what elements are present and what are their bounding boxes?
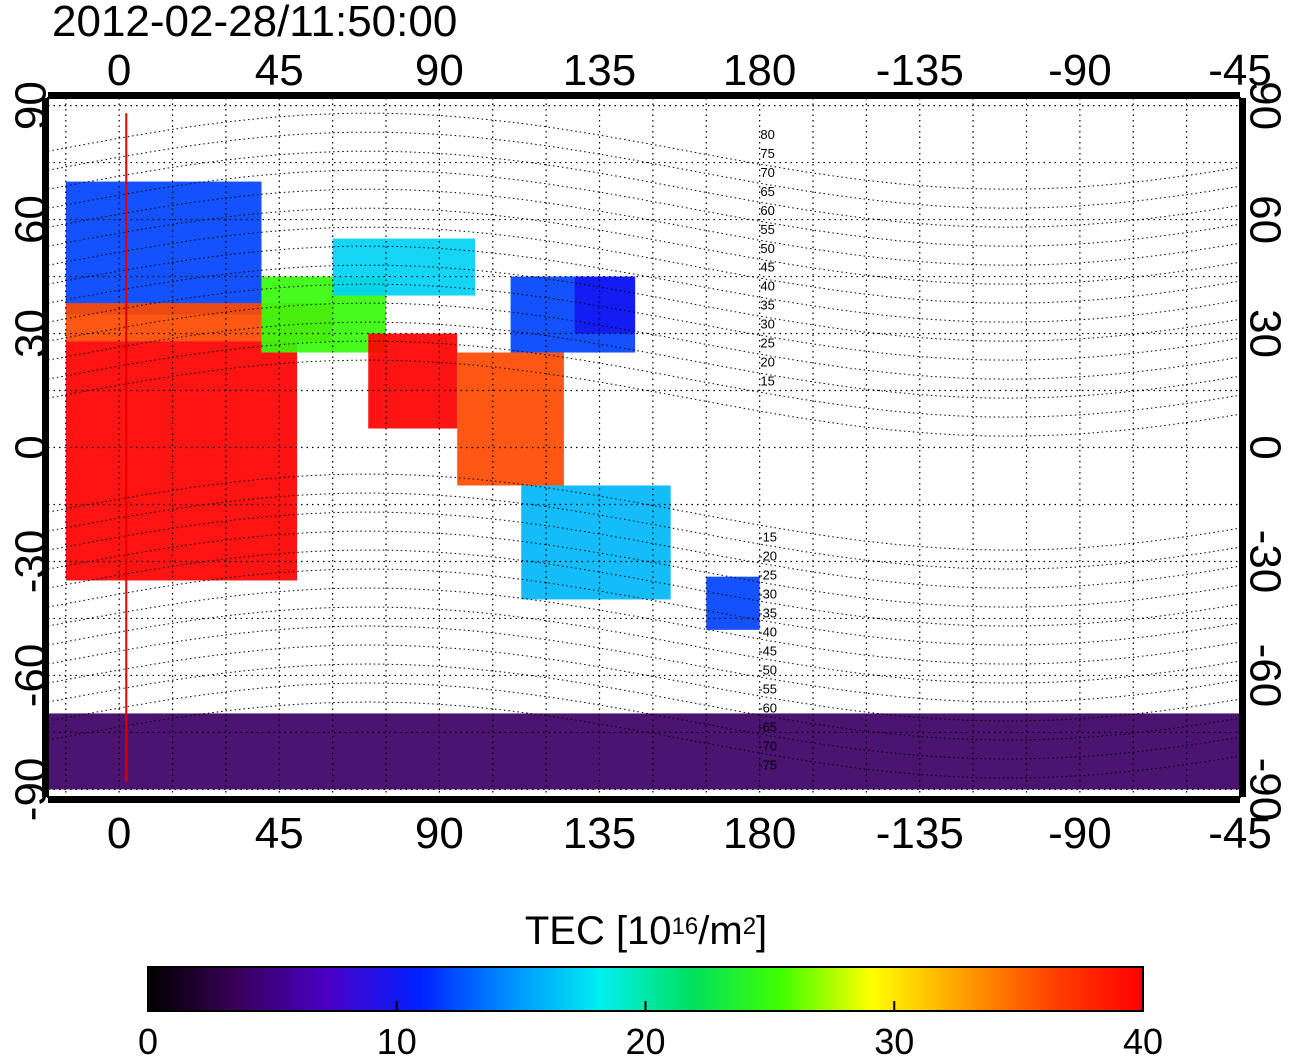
bottom-lon-tick-label: 45 <box>255 809 304 858</box>
magnetic-lat-label: 75 <box>760 146 774 161</box>
top-lon-tick-label: 45 <box>255 46 304 95</box>
top-lon-tick-label: -135 <box>876 46 964 95</box>
magnetic-lat-label: 20 <box>760 355 774 370</box>
left-edge-bar <box>42 98 48 797</box>
bottom-lon-tick-label: 180 <box>723 809 796 858</box>
tec-region-0 <box>65 181 262 315</box>
bottom-lon-tick-label: -90 <box>1048 809 1112 858</box>
magnetic-lat-label: 30 <box>760 317 774 332</box>
magnetic-lat-label: -45 <box>758 643 777 658</box>
bottom-lon-tick-label: -45 <box>1208 809 1272 858</box>
top-lon-tick-label: -45 <box>1208 46 1272 95</box>
top-lon-tick-label: 90 <box>415 46 464 95</box>
magnetic-lat-label: -35 <box>758 605 777 620</box>
tec-region-8 <box>574 276 636 334</box>
colorbar-label-exp2: 2 <box>742 913 757 940</box>
tec-region-4 <box>332 238 475 296</box>
tec-regions <box>48 181 1240 790</box>
colorbar: 0 10 20 30 40 <box>138 966 1163 1057</box>
magnetic-lat-label: 40 <box>760 279 774 294</box>
colorbar-label-mid: /m <box>698 909 743 953</box>
top-lon-tick-label: 135 <box>563 46 636 95</box>
colorbar-tick-label: 10 <box>377 1021 417 1057</box>
magnetic-lat-label: 25 <box>760 336 774 351</box>
left-lat-tick-label: -60 <box>6 644 55 708</box>
map-title: 2012-02-28/11:50:00 <box>52 0 458 46</box>
bottom-edge-bar <box>48 797 1240 803</box>
bottom-lon-tick-label: 135 <box>563 809 636 858</box>
right-lat-tick-label: 0 <box>1241 435 1290 459</box>
magnetic-lat-label: -55 <box>758 681 777 696</box>
left-lat-tick-label: -90 <box>6 758 55 822</box>
left-lat-tick-label: -30 <box>6 530 55 594</box>
magnetic-lat-label: -15 <box>758 529 777 544</box>
right-lat-tick-label: -30 <box>1241 530 1290 594</box>
left-lat-tick-label: 90 <box>6 81 55 130</box>
tec-map: 80 75 70 65 60 55 50 45 40 35 30 25 20 15 -15 -20 -25 -30… <box>6 46 1290 858</box>
colorbar-label: TEC [1016/m2] <box>0 908 1292 954</box>
magnetic-lat-label: 80 <box>760 127 774 142</box>
left-lat-tick-label: 60 <box>6 195 55 244</box>
right-lat-tick-label: 30 <box>1241 309 1290 358</box>
bottom-lon-tick-label: 0 <box>107 809 131 858</box>
magnetic-lat-label: 70 <box>760 165 774 180</box>
colorbar-label-main: TEC [10 <box>524 909 672 953</box>
bottom-lon-tick-label: -135 <box>876 809 964 858</box>
magnetic-lat-label: -60 <box>758 700 777 715</box>
tec-region-5 <box>368 333 458 429</box>
magnetic-lat-label: -30 <box>758 586 777 601</box>
magnetic-lat-label: 45 <box>760 260 774 275</box>
magnetic-lat-label: -65 <box>758 719 777 734</box>
colorbar-tick-label: 40 <box>1123 1021 1163 1057</box>
top-edge-bar <box>48 92 1240 98</box>
tec-region-9 <box>521 485 671 600</box>
colorbar-tick-label: 20 <box>625 1021 665 1057</box>
magnetic-lat-label: -20 <box>758 548 777 563</box>
magnetic-lat-label: -75 <box>758 757 777 772</box>
magnetic-lat-label: 60 <box>760 203 774 218</box>
right-lat-tick-label: 60 <box>1241 195 1290 244</box>
tec-region-2 <box>65 341 298 581</box>
top-lon-tick-label: 0 <box>107 46 131 95</box>
colorbar-tick-label: 30 <box>874 1021 914 1057</box>
colorbar-label-end: ] <box>756 909 768 953</box>
right-lat-tick-label: -60 <box>1241 644 1290 708</box>
left-lat-tick-label: 0 <box>6 435 55 459</box>
magnetic-lat-label: 65 <box>760 184 774 199</box>
right-edge-bar <box>1240 98 1246 797</box>
magnetic-lat-label: -25 <box>758 567 777 582</box>
right-lat-tick-label: -90 <box>1241 758 1290 822</box>
colorbar-tick-label: 0 <box>138 1021 158 1057</box>
magnetic-lat-label: 55 <box>760 222 774 237</box>
left-lat-tick-label: 30 <box>6 309 55 358</box>
magnetic-lat-label: -50 <box>758 662 777 677</box>
colorbar-label-exp1: 16 <box>671 913 699 940</box>
magnetic-lat-label: 35 <box>760 298 774 313</box>
magnetic-labels: 80 75 70 65 60 55 50 45 40 35 30 25 20 15 -15 -20 -25 -30… <box>758 127 777 773</box>
top-lon-tick-label: -90 <box>1048 46 1112 95</box>
magnetic-lat-label: -70 <box>758 738 777 753</box>
magnetic-lat-label: -40 <box>758 624 777 639</box>
tec-region-6 <box>457 352 564 486</box>
magnetic-lat-label: 15 <box>760 374 774 389</box>
bottom-lon-tick-label: 90 <box>415 809 464 858</box>
tec-region-16 <box>48 713 1240 790</box>
magnetic-lat-label: 50 <box>760 241 774 256</box>
right-lat-tick-label: 90 <box>1241 81 1290 130</box>
tec-region-10 <box>706 576 760 630</box>
top-lon-tick-label: 180 <box>723 46 796 95</box>
